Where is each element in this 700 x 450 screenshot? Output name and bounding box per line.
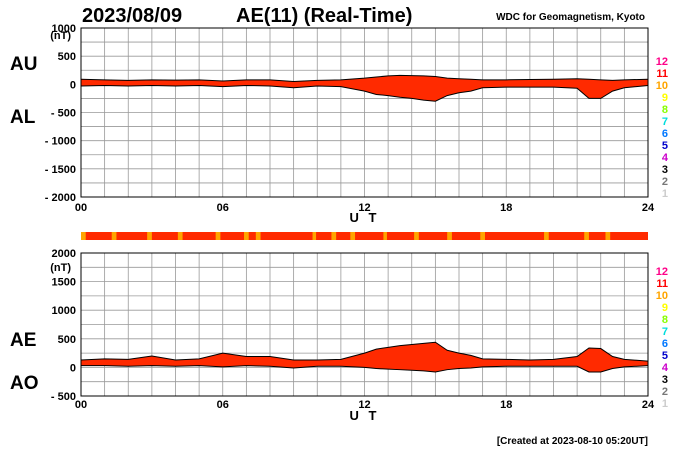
bottom-xtick-label: 00 <box>75 399 87 411</box>
station-bar-segment <box>447 232 452 240</box>
top-band-fill <box>81 75 648 102</box>
bottom-xtick-label: 06 <box>217 399 229 411</box>
legend-count-5: 5 <box>662 140 668 152</box>
station-bar-segment <box>215 232 221 240</box>
top-xtick-label: 24 <box>642 202 655 214</box>
bottom-ytick-label: 500 <box>58 334 76 346</box>
bottom-ytick-label: 0 <box>70 362 76 374</box>
side-label-ao: AO <box>10 373 39 394</box>
top-ytick-label: 500 <box>58 51 76 63</box>
legend-count-6: 6 <box>662 128 668 140</box>
top-plot-frame <box>80 27 649 198</box>
top-unit-label: (nT) <box>50 30 71 42</box>
station-count-bar <box>81 232 648 240</box>
bottom-ytick-label: 1500 <box>52 277 76 289</box>
series-line-au <box>80 74 649 83</box>
data-source-credit: WDC for Geomagnetism, Kyoto <box>496 12 645 23</box>
bottom-unit-label: (nT) <box>50 262 71 274</box>
station-bar-segment <box>383 232 387 240</box>
bottom-x-axis-label: U T <box>350 408 380 423</box>
station-bar-segment <box>244 232 249 240</box>
station-bar-base <box>81 232 648 240</box>
au-al-panel: 1000 500 0 - 500 - 1000 - 1500 - 2000 (nT) 00 06 1… <box>10 23 655 225</box>
legend-count-12: 12 <box>656 266 668 278</box>
legend-count-10: 10 <box>656 290 668 302</box>
index-title: AE(11) (Real-Time) <box>236 5 412 27</box>
legend-count-2: 2 <box>662 176 668 188</box>
bottom-xtick-label: 12 <box>358 399 370 411</box>
station-bar-segment <box>331 232 337 240</box>
bottom-plot-frame <box>80 252 649 397</box>
legend-count-11: 11 <box>656 68 668 80</box>
top-ytick-label: - 1000 <box>45 136 76 148</box>
legend-count-12: 12 <box>656 56 668 68</box>
legend-count-1: 1 <box>662 398 668 410</box>
bottom-band-fill <box>81 342 648 372</box>
legend-count-11: 11 <box>656 278 668 290</box>
station-bar-segment <box>584 232 589 240</box>
top-ytick-label: - 500 <box>51 108 76 120</box>
legend-count-4: 4 <box>662 362 669 374</box>
station-bar-segment <box>480 232 485 240</box>
top-xtick-label: 00 <box>75 202 87 214</box>
top-x-axis-label: U T <box>350 210 380 225</box>
station-bar-segment <box>544 232 549 240</box>
station-bar-segment <box>81 232 86 240</box>
station-bar-segment <box>111 232 117 240</box>
series-line-ao <box>81 365 649 373</box>
legend-count-9: 9 <box>662 302 668 314</box>
series-line-al <box>80 84 649 102</box>
legend-count-3: 3 <box>662 374 668 386</box>
ae-ao-panel: 2000 1500 1000 500 0 - 500 (nT) 00 06 12 18 24 U T AE… <box>10 248 655 423</box>
legend-count-9: 9 <box>662 92 668 104</box>
top-ytick-label: - 2000 <box>45 192 76 204</box>
top-ytick-label: 0 <box>70 79 76 91</box>
legend-count-10: 10 <box>656 80 668 92</box>
legend-count-7: 7 <box>662 116 668 128</box>
side-label-al: AL <box>10 107 36 128</box>
legend-count-7: 7 <box>662 326 668 338</box>
bottom-ytick-label: - 500 <box>51 391 76 403</box>
legend-count-6: 6 <box>662 338 668 350</box>
station-bar-segment <box>177 232 183 240</box>
creation-timestamp: [Created at 2023-08-10 05:20UT] <box>497 436 648 447</box>
top-xtick-label: 06 <box>217 202 229 214</box>
legend-count-8: 8 <box>662 314 668 326</box>
bottom-ytick-label: 1000 <box>52 305 76 317</box>
bottom-ytick-label: 2000 <box>52 248 76 260</box>
bottom-xtick-label: 18 <box>500 399 512 411</box>
side-label-ae: AE <box>10 330 36 351</box>
top-ytick-label: 1000 <box>52 23 76 35</box>
station-bar-segment <box>350 232 356 240</box>
station-bar-segment <box>255 232 261 240</box>
top-xtick-label: 18 <box>500 202 512 214</box>
date-title: 2023/08/09 <box>82 5 182 27</box>
series-line-ae <box>80 341 649 362</box>
top-ytick-label: - 1500 <box>45 164 76 176</box>
legend-count-8: 8 <box>662 104 668 116</box>
legend-count-1: 1 <box>662 188 668 200</box>
legend-count-5: 5 <box>662 350 668 362</box>
station-bar-segment <box>605 232 611 240</box>
side-label-au: AU <box>10 54 37 75</box>
legend-count-3: 3 <box>662 164 668 176</box>
station-bar-segment <box>312 232 317 240</box>
legend-count-4: 4 <box>662 152 669 164</box>
top-xtick-label: 12 <box>358 202 370 214</box>
station-bar-segment <box>147 232 152 240</box>
station-bar-segment <box>414 232 419 240</box>
legend-count-2: 2 <box>662 386 668 398</box>
bottom-xtick-label: 24 <box>642 399 655 411</box>
